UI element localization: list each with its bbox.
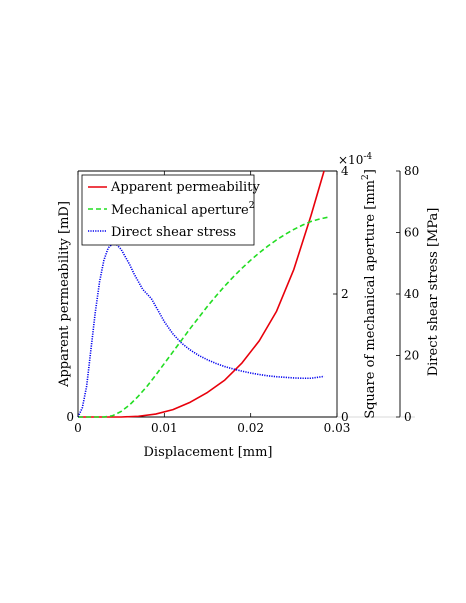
right-y-tick-label: 0 bbox=[404, 410, 412, 424]
right-y-axis-label: Direct shear stress [MPa] bbox=[426, 208, 441, 377]
x-tick-label: 0 bbox=[74, 421, 82, 435]
middle-y-tick-label: 4 bbox=[341, 164, 349, 178]
series-line-direct-shear-stress bbox=[77, 243, 325, 418]
legend-label-mechanical-aperture-main: Mechanical aperture bbox=[111, 203, 249, 218]
legend-label-mechanical-aperture: Mechanical aperture2 bbox=[111, 201, 254, 218]
left-y-tick-label: 0 bbox=[66, 410, 74, 424]
series-layer bbox=[77, 170, 329, 418]
legend-box bbox=[81, 174, 255, 246]
legend-label-apparent-permeability: Apparent permeability bbox=[110, 180, 260, 195]
x-tick-label: 0.01 bbox=[151, 421, 178, 435]
series-line-apparent-permeability bbox=[78, 170, 325, 418]
middle-axis-multiplier: ×10-4 bbox=[338, 152, 372, 167]
middle-y-axis-label: Square of mechanical aperture [mm2] bbox=[361, 169, 378, 419]
middle-y-axis-label-sup: 2 bbox=[361, 174, 371, 180]
middle-axis-multiplier-exponent: -4 bbox=[363, 152, 372, 162]
series-line-mechanical-aperture bbox=[78, 216, 329, 418]
x-tick-label: 0.03 bbox=[324, 421, 351, 435]
right-y-tick-label: 40 bbox=[404, 287, 419, 301]
legend-label-mechanical-aperture-sup: 2 bbox=[249, 201, 255, 211]
middle-axis-multiplier-base: ×10 bbox=[338, 153, 363, 167]
x-tick-label: 0.02 bbox=[237, 421, 264, 435]
middle-y-tick-label: 2 bbox=[341, 287, 349, 301]
middle-y-axis-label-end: ] bbox=[363, 169, 378, 174]
x-axis-label: Displacement [mm] bbox=[143, 445, 272, 460]
right-y-tick-label: 20 bbox=[404, 349, 419, 363]
legend-label-direct-shear-stress: Direct shear stress bbox=[111, 225, 236, 240]
middle-y-tick-label: 0 bbox=[341, 410, 349, 424]
left-y-axis-label: Apparent permeability [mD] bbox=[57, 201, 72, 388]
right-y-tick-label: 60 bbox=[404, 226, 419, 240]
middle-y-axis-label-main: Square of mechanical aperture [mm bbox=[363, 180, 378, 419]
right-y-tick-label: 80 bbox=[404, 164, 419, 178]
legend: Apparent permeability Mechanical apertur… bbox=[81, 174, 260, 246]
